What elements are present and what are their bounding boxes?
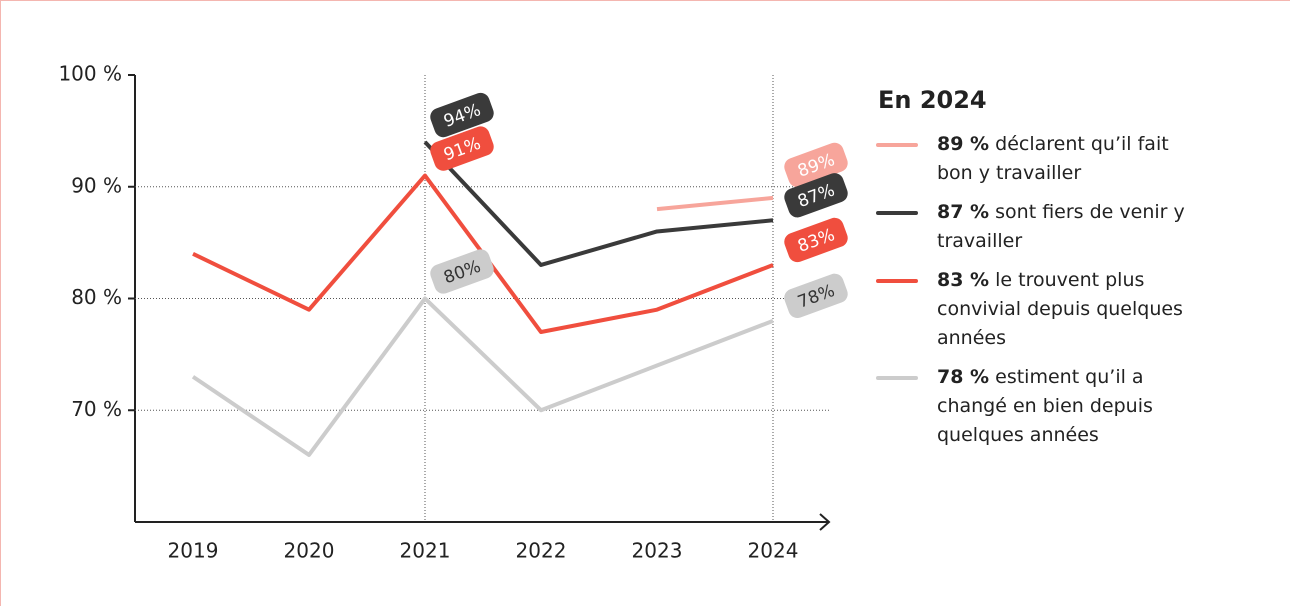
legend-title: En 2024 xyxy=(878,86,987,114)
tag-bg xyxy=(430,249,494,294)
tag-bg xyxy=(784,273,848,319)
series-line xyxy=(423,140,774,267)
x-tick-label: 2021 xyxy=(400,539,451,563)
legend-label: estiment qu’il a changé en bien depuis q… xyxy=(937,366,1153,446)
tag-bg xyxy=(784,173,848,218)
legend-entry: 78 % estiment qu’il a changé en bien dep… xyxy=(876,363,1206,450)
tag-bg xyxy=(784,217,848,263)
legend-swatch xyxy=(876,143,918,147)
value-tag: 80% xyxy=(430,249,494,294)
series-line xyxy=(191,296,774,457)
legend-entry: 83 % le trouvent plus convivial depuis q… xyxy=(876,266,1206,353)
x-tick-label: 2019 xyxy=(168,539,219,563)
tag-bg xyxy=(784,142,848,188)
value-tag: 83% xyxy=(784,217,848,263)
value-tag: 78% xyxy=(784,273,848,319)
value-tag: 89% xyxy=(784,142,848,188)
legend-entry: 87 % sont fiers de venir y travailler xyxy=(876,198,1206,256)
y-tick-label: 80 % xyxy=(71,285,122,309)
value-tag: 87% xyxy=(784,173,848,218)
legend-value: 87 % xyxy=(937,201,990,223)
tag-bg xyxy=(430,126,494,171)
legend: En 2024 89 % déclarent qu’il fait bon y … xyxy=(876,86,1206,460)
y-tick-label: 90 % xyxy=(71,173,122,197)
legend-label: sont fiers de venir y travailler xyxy=(937,201,1185,252)
tag-bg xyxy=(430,92,494,138)
legend-label: déclarent qu’il fait bon y travailler xyxy=(937,133,1169,184)
legend-swatch xyxy=(876,279,918,283)
legend-label: le trouvent plus convivial depuis quelqu… xyxy=(937,269,1183,349)
x-tick-label: 2022 xyxy=(516,539,567,563)
legend-swatch xyxy=(876,211,918,215)
y-tick-label: 70 % xyxy=(71,397,122,421)
legend-value: 83 % xyxy=(937,269,990,291)
x-tick-label: 2023 xyxy=(632,539,683,563)
x-tick-label: 2020 xyxy=(284,539,335,563)
legend-entry: 89 % déclarent qu’il fait bon y travaill… xyxy=(876,130,1206,188)
axis-arrow xyxy=(819,513,831,531)
series-line xyxy=(656,195,774,212)
legend-swatch xyxy=(876,376,918,380)
legend-value: 78 % xyxy=(937,366,990,388)
x-tick-label: 2024 xyxy=(748,539,799,563)
legend-value: 89 % xyxy=(937,133,990,155)
y-tick-label: 100 % xyxy=(58,62,122,86)
